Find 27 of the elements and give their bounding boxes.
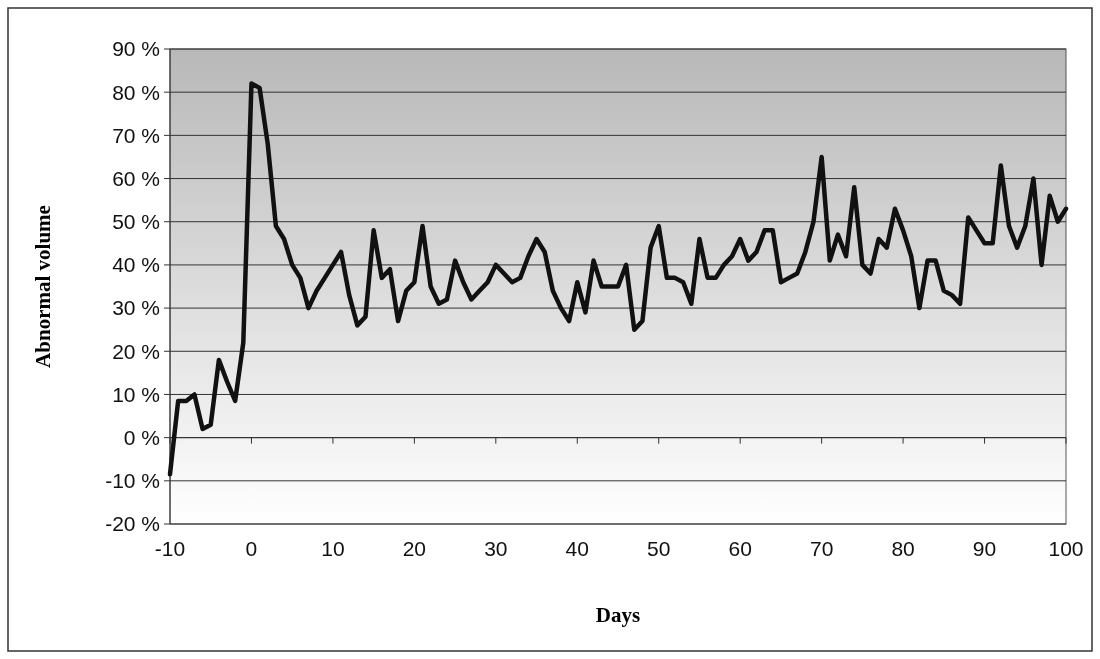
y-tick-label: 0 % <box>123 425 160 449</box>
x-tick-label: 30 <box>484 537 508 560</box>
line-series <box>167 81 1069 477</box>
x-tick-label: 80 <box>891 537 915 560</box>
y-tick-label: 40 % <box>112 253 160 277</box>
x-tick-label: 10 <box>321 537 345 560</box>
x-tick-label: -10 <box>154 537 186 560</box>
y-tick-label: 10 % <box>112 382 160 406</box>
x-tick-label: 100 <box>1048 537 1084 560</box>
y-tick-label: -10 % <box>105 469 160 493</box>
x-axis-title: Days <box>595 603 641 627</box>
x-tick-label: 60 <box>728 537 752 560</box>
y-axis-title: Abnormal volume <box>31 205 55 368</box>
y-tick-label: 90 % <box>112 37 160 61</box>
y-tick-label: 70 % <box>112 123 160 147</box>
y-tick-label: -20 % <box>105 512 160 536</box>
y-tick-label: 60 % <box>112 166 160 190</box>
x-tick-label: 70 <box>809 537 834 560</box>
y-tick-label: 20 % <box>112 339 160 363</box>
y-tick-label: 50 % <box>112 210 160 234</box>
x-tick-label: 20 <box>402 537 427 560</box>
y-tick-label: 80 % <box>112 80 160 104</box>
x-tick-label: 40 <box>565 537 589 560</box>
x-tick-label: 90 <box>972 537 997 560</box>
x-tick-label: 50 <box>647 537 671 560</box>
x-tick-label: 0 <box>245 537 258 560</box>
y-tick-label: 30 % <box>112 296 160 320</box>
